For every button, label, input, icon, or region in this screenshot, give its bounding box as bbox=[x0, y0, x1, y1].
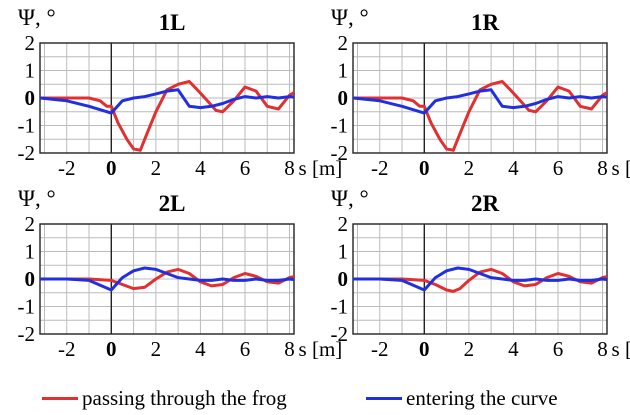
x-tick-label: -2 bbox=[371, 156, 389, 180]
y-tick-label: 0 bbox=[25, 267, 36, 291]
x-tick-label: 8 bbox=[284, 337, 295, 361]
panel-2r: -2 -1 0 1 2 -2 0 2 4 6 8s [m] Ψ, ° 2R bbox=[331, 186, 630, 361]
x-tick-label: 6 bbox=[240, 337, 251, 361]
y-tick-label: -2 bbox=[331, 322, 349, 346]
x-tick-label: 4 bbox=[195, 156, 206, 180]
x-axis-label: s [m] bbox=[299, 337, 343, 361]
x-tick-label: 6 bbox=[240, 156, 251, 180]
x-tick-label: -2 bbox=[58, 337, 76, 361]
panel-1l: -2 -1 0 1 2 -2 0 2 4 6 8 s [m] Ψ, ° 1L bbox=[18, 5, 343, 180]
y-tick-label: -2 bbox=[18, 322, 36, 346]
x-tick-label: 6 bbox=[553, 156, 564, 180]
panel-2l: -2 -1 0 1 2 -2 0 2 4 6 8 s [m] Ψ, ° 2L bbox=[18, 186, 343, 361]
y-tick-label: 1 bbox=[338, 59, 349, 83]
panel-title: 2R bbox=[471, 191, 500, 216]
panel-title: 2L bbox=[159, 191, 186, 216]
y-tick-label: 2 bbox=[25, 212, 36, 236]
y-axis-label: Ψ, ° bbox=[18, 5, 56, 30]
y-tick-label: -1 bbox=[331, 295, 349, 319]
series-line-red bbox=[40, 80, 294, 152]
x-tick-label: 8 bbox=[284, 156, 295, 180]
x-tick-label: 8 bbox=[597, 156, 608, 180]
legend-item-red: passing through the frog bbox=[42, 382, 287, 415]
x-tick-label: 0 bbox=[419, 337, 430, 361]
series-line-blue bbox=[353, 88, 607, 115]
y-tick-label: 2 bbox=[25, 31, 36, 55]
x-axis-label: s [m] bbox=[299, 156, 343, 180]
y-tick-label: -2 bbox=[331, 141, 349, 165]
panel-title: 1R bbox=[471, 10, 500, 35]
x-tick-label: -2 bbox=[371, 337, 389, 361]
legend-item-blue: entering the curve bbox=[366, 382, 558, 415]
x-tick-label: 2 bbox=[464, 337, 475, 361]
x-tick-label: 0 bbox=[106, 337, 117, 361]
y-tick-label: -1 bbox=[18, 295, 36, 319]
x-tick-label: 0 bbox=[419, 156, 430, 180]
series-line-blue bbox=[40, 266, 294, 292]
legend-swatch-blue bbox=[366, 397, 402, 400]
y-tick-label: 1 bbox=[338, 240, 349, 264]
x-tick-label: 8 bbox=[597, 337, 608, 361]
legend-label-red: passing through the frog bbox=[82, 386, 287, 410]
y-axis-label: Ψ, ° bbox=[331, 5, 369, 30]
series-line-red bbox=[353, 80, 607, 152]
y-tick-label: 0 bbox=[338, 267, 349, 291]
x-axis-label: s [m] bbox=[612, 156, 630, 180]
x-tick-label: 4 bbox=[195, 337, 206, 361]
y-tick-label: 1 bbox=[25, 240, 36, 264]
legend-label-blue: entering the curve bbox=[406, 386, 558, 410]
y-axis-label: Ψ, ° bbox=[18, 186, 56, 211]
legend-swatch-red bbox=[42, 397, 78, 400]
x-tick-label: 2 bbox=[151, 156, 162, 180]
series-line-blue bbox=[353, 266, 607, 292]
x-tick-label: 0 bbox=[106, 156, 117, 180]
y-tick-label: 2 bbox=[338, 212, 349, 236]
y-tick-label: 0 bbox=[338, 86, 349, 110]
x-tick-label: 4 bbox=[508, 156, 519, 180]
y-tick-label: -2 bbox=[18, 141, 36, 165]
y-tick-label: 1 bbox=[25, 59, 36, 83]
x-tick-label: 6 bbox=[553, 337, 564, 361]
legend: passing through the frog entering the cu… bbox=[0, 382, 630, 415]
x-axis-label: s [m] bbox=[612, 337, 630, 361]
series-line-blue bbox=[40, 88, 294, 115]
x-tick-label: 2 bbox=[464, 156, 475, 180]
x-tick-label: 4 bbox=[508, 337, 519, 361]
y-axis-label: Ψ, ° bbox=[331, 186, 369, 211]
y-tick-label: 2 bbox=[338, 31, 349, 55]
y-tick-label: -1 bbox=[331, 114, 349, 138]
x-tick-label: 2 bbox=[151, 337, 162, 361]
y-tick-label: -1 bbox=[18, 114, 36, 138]
panel-title: 1L bbox=[159, 10, 186, 35]
x-tick-label: -2 bbox=[58, 156, 76, 180]
y-tick-label: 0 bbox=[25, 86, 36, 110]
panel-1r: -2 -1 0 1 2 -2 0 2 4 6 8s [m] Ψ, ° 1R bbox=[331, 5, 630, 180]
